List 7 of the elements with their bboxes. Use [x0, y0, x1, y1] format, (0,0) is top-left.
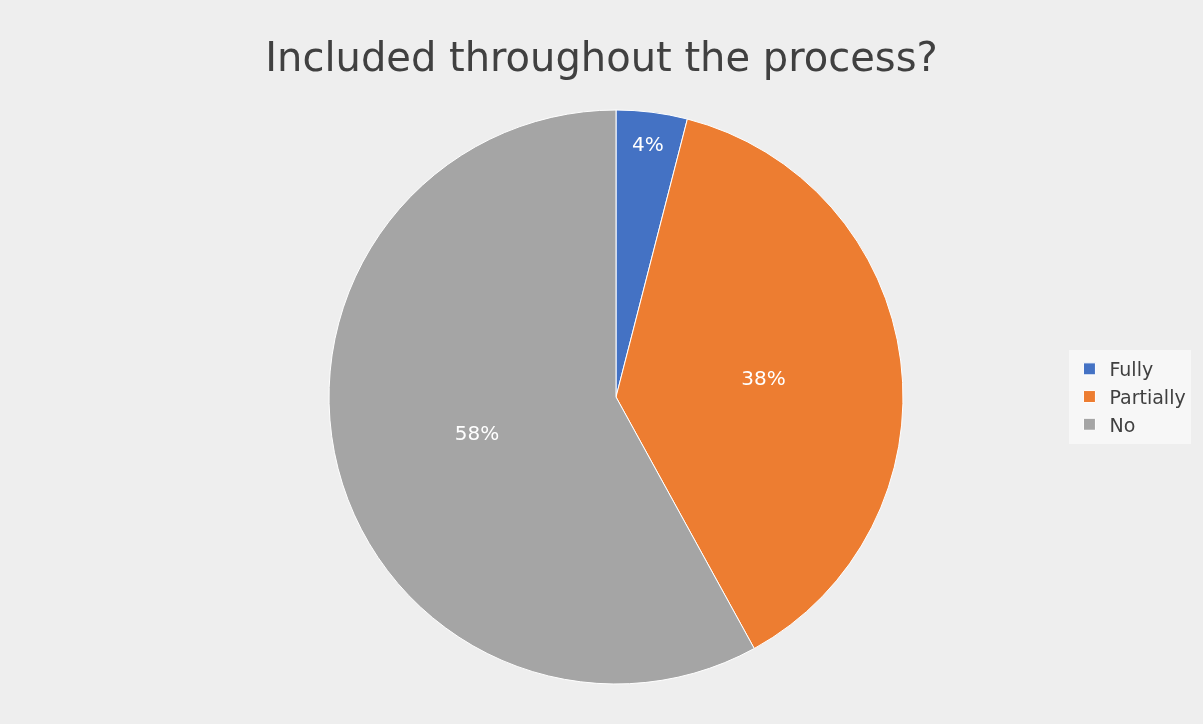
data-label: 38%: [741, 366, 786, 391]
legend-label: No: [1109, 413, 1136, 436]
data-label: 58%: [454, 420, 500, 445]
data-label: 4%: [632, 131, 664, 156]
legend-label: Fully: [1109, 358, 1154, 381]
legend-label: Partially: [1109, 385, 1186, 408]
chart-title: Included throughout the process?: [265, 34, 938, 81]
